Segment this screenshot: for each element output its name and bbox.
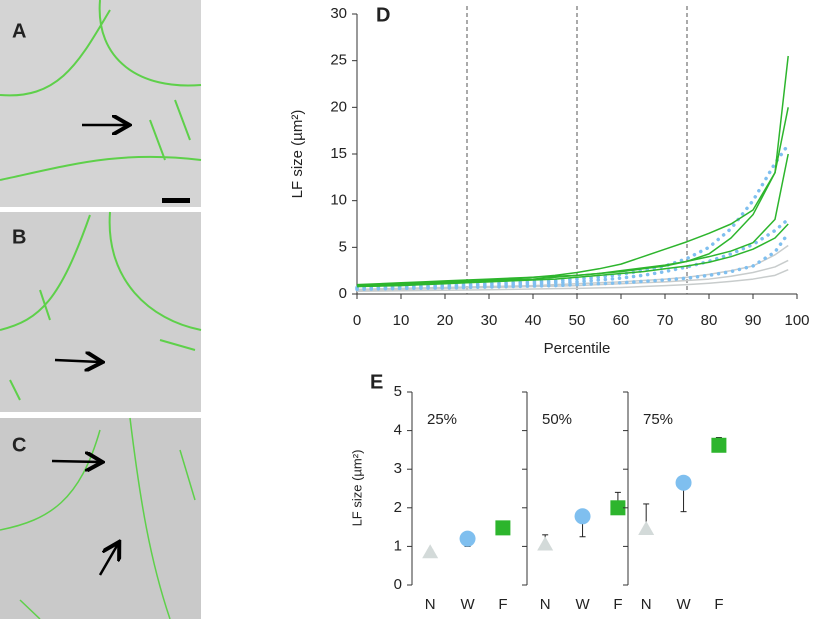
image-b	[0, 212, 201, 412]
y-axis-label: LF size (µm²)	[349, 450, 364, 527]
x-tick-label: 20	[437, 312, 454, 329]
panel-label: B	[12, 226, 26, 248]
y-tick-label: 20	[330, 98, 347, 115]
panel-title: 50%	[542, 411, 572, 428]
y-tick-label: 0	[339, 285, 347, 302]
panel-label: E	[370, 371, 383, 393]
marker	[574, 508, 591, 525]
panel-label: C	[12, 434, 26, 456]
y-tick-label: 3	[394, 460, 402, 477]
y-tick-label: 0	[394, 576, 402, 593]
y-tick-label: 4	[394, 422, 402, 439]
fibers	[0, 417, 196, 619]
y-axis-label: LF size (µm²)	[289, 110, 306, 199]
x-tick-label: F	[714, 596, 723, 613]
marker	[638, 521, 655, 536]
x-tick-label: W	[575, 596, 590, 613]
y-tick-label: 10	[330, 192, 347, 209]
scale-bar	[162, 198, 190, 203]
x-tick-label: 40	[525, 312, 542, 329]
x-tick-label: N	[425, 596, 436, 613]
image-c	[0, 418, 201, 619]
y-tick-label: 2	[394, 499, 402, 516]
marker	[711, 437, 727, 453]
y-tick-label: 30	[330, 5, 347, 22]
panel-title: 75%	[643, 411, 673, 428]
series-line	[356, 223, 789, 288]
x-axis-label: Percentile	[544, 340, 611, 357]
y-tick-label: 1	[394, 537, 402, 554]
series-line	[355, 142, 790, 290]
x-tick-label: 90	[745, 312, 762, 329]
x-tick-label: 50	[569, 312, 586, 329]
panel-label: A	[12, 20, 26, 42]
series-line	[355, 231, 790, 292]
series-line	[356, 107, 789, 287]
marker	[495, 520, 511, 536]
x-tick-label: 30	[481, 312, 498, 329]
series-line	[356, 55, 789, 286]
series-line	[355, 217, 790, 291]
x-tick-label: F	[498, 596, 507, 613]
marker	[459, 530, 476, 547]
fibers	[0, 0, 202, 181]
fibers	[0, 211, 202, 401]
marker	[610, 500, 626, 516]
marker	[537, 536, 554, 551]
x-tick-label: F	[613, 596, 622, 613]
x-tick-label: 0	[353, 312, 361, 329]
x-tick-label: W	[676, 596, 691, 613]
x-tick-label: 80	[701, 312, 718, 329]
y-tick-label: 15	[330, 145, 347, 162]
arrow	[54, 360, 100, 362]
panel-title: 25%	[427, 411, 457, 428]
arrow	[51, 461, 100, 462]
panel-label: D	[376, 4, 390, 26]
series-line	[356, 153, 789, 288]
x-tick-label: 60	[613, 312, 630, 329]
image-a	[0, 0, 201, 207]
x-tick-label: N	[641, 596, 652, 613]
marker	[422, 544, 439, 559]
micrographs: A B C	[0, 0, 202, 619]
y-tick-label: 5	[339, 238, 347, 255]
x-tick-label: 10	[393, 312, 410, 329]
x-tick-label: 100	[784, 312, 809, 329]
x-tick-label: N	[540, 596, 551, 613]
series-line	[356, 269, 789, 292]
x-tick-label: 70	[657, 312, 674, 329]
arrow	[98, 544, 118, 576]
x-tick-label: W	[460, 596, 475, 613]
y-tick-label: 5	[394, 383, 402, 400]
y-tick-label: 25	[330, 52, 347, 69]
marker	[675, 474, 692, 491]
